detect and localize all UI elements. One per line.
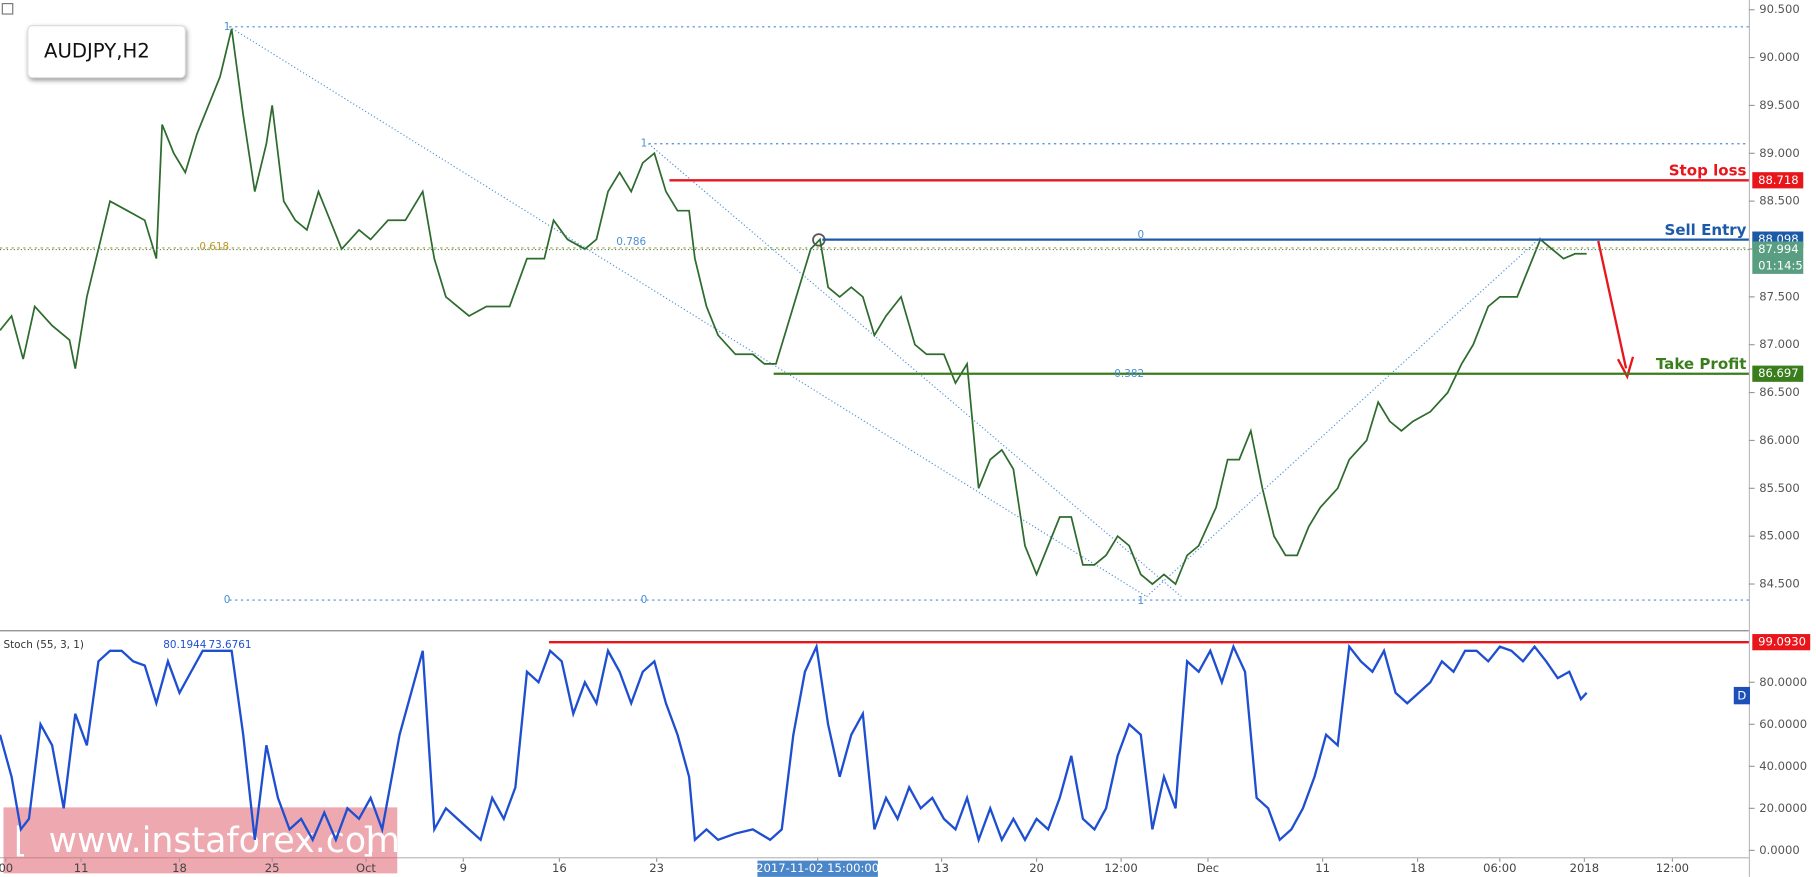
current-price: 87.994: [1758, 242, 1799, 256]
fib-label: 0: [1137, 229, 1144, 241]
x-tick-label: 23: [649, 861, 664, 875]
x-tick-label: 12:00: [1656, 861, 1689, 875]
x-tick-label: 06:00: [1483, 861, 1516, 875]
level-box: [1752, 172, 1804, 189]
level-name: Sell Entry: [1664, 221, 1746, 239]
y-tick-label: 90.500: [1759, 2, 1800, 16]
y-tick-label: 88.500: [1759, 194, 1800, 208]
arrow-head: [1616, 356, 1635, 380]
x-tick-label: 2017-11-02 15:00:00: [756, 861, 879, 875]
stoch-readout: 80.1944: [163, 639, 206, 651]
y-tick-label: 80.0000: [1759, 675, 1807, 689]
x-tick-label: 11: [1315, 861, 1330, 875]
collapse-icon[interactable]: [1, 3, 14, 15]
x-tick-label: 11: [74, 861, 89, 875]
fib-label: 1: [224, 21, 231, 33]
x-tick-label: 12:00: [1104, 861, 1137, 875]
stoch-readout: 73.6761: [208, 639, 251, 651]
stoch-title: Stoch (55, 3, 1): [3, 639, 84, 651]
level-box: [1752, 634, 1811, 651]
fib-label: 0: [641, 594, 648, 606]
symbol-box: [27, 25, 186, 79]
x-tick-label: 2018: [1570, 861, 1599, 875]
level-value: 86.697: [1758, 366, 1799, 380]
x-tick-label: 00: [0, 861, 13, 875]
price-line: [0, 28, 1587, 586]
x-tick-label: Oct: [356, 861, 376, 875]
symbol-title: AUDJPY,H2: [44, 40, 150, 63]
y-tick-label: 40.0000: [1759, 759, 1807, 773]
watermark-text: www.instaforex.com: [49, 821, 400, 861]
fib-label: 0.786: [616, 236, 646, 248]
y-tick-label: 86.500: [1759, 385, 1800, 399]
y-tick-label: 84.500: [1759, 577, 1800, 591]
fib-label: 0: [224, 594, 231, 606]
fib-label: 0.382: [1114, 368, 1144, 380]
x-tick-label: 25: [265, 861, 280, 875]
fib-label: 1: [641, 138, 648, 150]
fib-label: 0.618: [199, 241, 229, 253]
watermark-bracket: ]: [361, 821, 375, 861]
y-tick-label: 86.000: [1759, 433, 1800, 447]
y-tick-label: 90.000: [1759, 50, 1800, 64]
y-tick-label: 89.000: [1759, 146, 1800, 160]
x-tick-label: 9: [460, 861, 467, 875]
fib-lines: [0, 26, 1749, 601]
y-tick-label: 89.500: [1759, 98, 1800, 112]
fib-label: 1: [1137, 595, 1144, 607]
x-tick-label: 16: [552, 861, 567, 875]
y-tick-label: 20.0000: [1759, 801, 1807, 815]
x-tick-label: 13: [934, 861, 949, 875]
price-line: [0, 642, 1588, 844]
level-value: 99.0930: [1758, 635, 1806, 649]
badge-box: [1733, 686, 1750, 705]
level-box: [1752, 365, 1804, 382]
x-tick-label: 18: [1410, 861, 1425, 875]
x-tick-label: 18: [172, 861, 187, 875]
x-tick-label: 20: [1029, 861, 1044, 875]
level-name: Take Profit: [1656, 355, 1747, 373]
x-tick-label: Dec: [1197, 861, 1219, 875]
badge: D: [1737, 689, 1746, 703]
y-tick-label: 87.500: [1759, 289, 1800, 303]
y-tick-label: 85.500: [1759, 481, 1800, 495]
level-value: 88.718: [1758, 173, 1799, 187]
y-tick-label: 87.000: [1759, 337, 1800, 351]
current-price-box: [1752, 241, 1804, 274]
y-tick-label: 0.0000: [1759, 843, 1800, 857]
level-name: Stop loss: [1669, 162, 1747, 180]
y-tick-label: 60.0000: [1759, 717, 1807, 731]
y-tick-label: 85.000: [1759, 529, 1800, 543]
x-tick-highlight: [757, 860, 878, 877]
arrow: [1597, 240, 1628, 369]
timer: 01:14:50: [1758, 258, 1810, 272]
watermark-bracket: [: [14, 821, 28, 861]
watermark-box: [3, 807, 398, 874]
